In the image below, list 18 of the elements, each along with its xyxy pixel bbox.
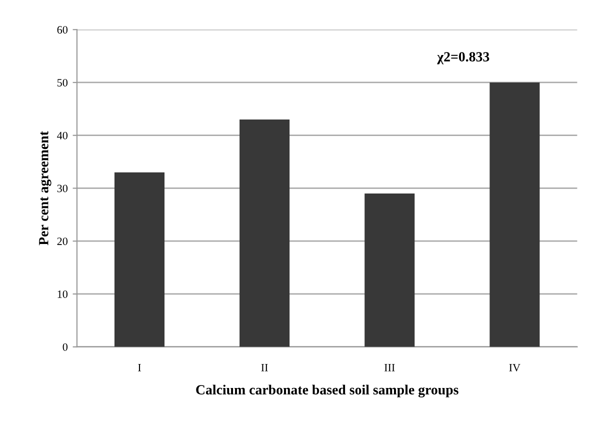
x-tick-label: III	[384, 364, 395, 372]
y-tick-label: 50	[57, 78, 68, 86]
x-tick-label: IV	[509, 364, 520, 372]
bar	[364, 194, 415, 347]
y-tick-label: 10	[58, 290, 68, 298]
bar	[114, 172, 164, 347]
y-tick-label: 60	[57, 26, 68, 34]
x-tick-label: II	[261, 364, 268, 372]
x-axis-title: Calcium carbonate based soil sample groups	[196, 384, 458, 398]
y-tick-label: 0	[62, 343, 68, 351]
bar	[240, 120, 290, 347]
annotation: χ2=0.833	[437, 52, 490, 64]
x-tick-label: I	[138, 364, 141, 372]
y-axis-title: Per cent agreement	[39, 131, 52, 246]
y-tick-label: 40	[57, 132, 68, 140]
bar	[490, 82, 540, 347]
y-tick-label: 30	[57, 184, 68, 192]
y-tick-label: 20	[57, 238, 68, 246]
